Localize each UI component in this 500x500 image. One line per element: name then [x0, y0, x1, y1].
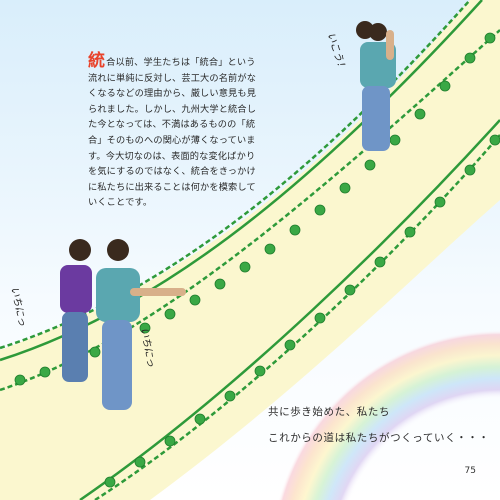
drop-cap: 統: [88, 51, 106, 71]
path: [0, 0, 500, 390]
body-text: 統合以前、学生たちは「統合」という流れに単純に反対し、芸工大の名前がなくなるなど…: [88, 51, 264, 211]
people-walking-back: [356, 21, 396, 151]
caption-line-2: これからの道は私たちがつくっていく・・・: [268, 432, 490, 444]
caption-line-1: 共に歩き始めた、私たち: [268, 406, 391, 418]
body-text-content: 合以前、学生たちは「統合」という流れに単純に反対し、芸工大の名前がなくなるなどの…: [88, 57, 257, 209]
people-walking-front: [60, 239, 186, 410]
page-number: 75: [464, 466, 476, 476]
